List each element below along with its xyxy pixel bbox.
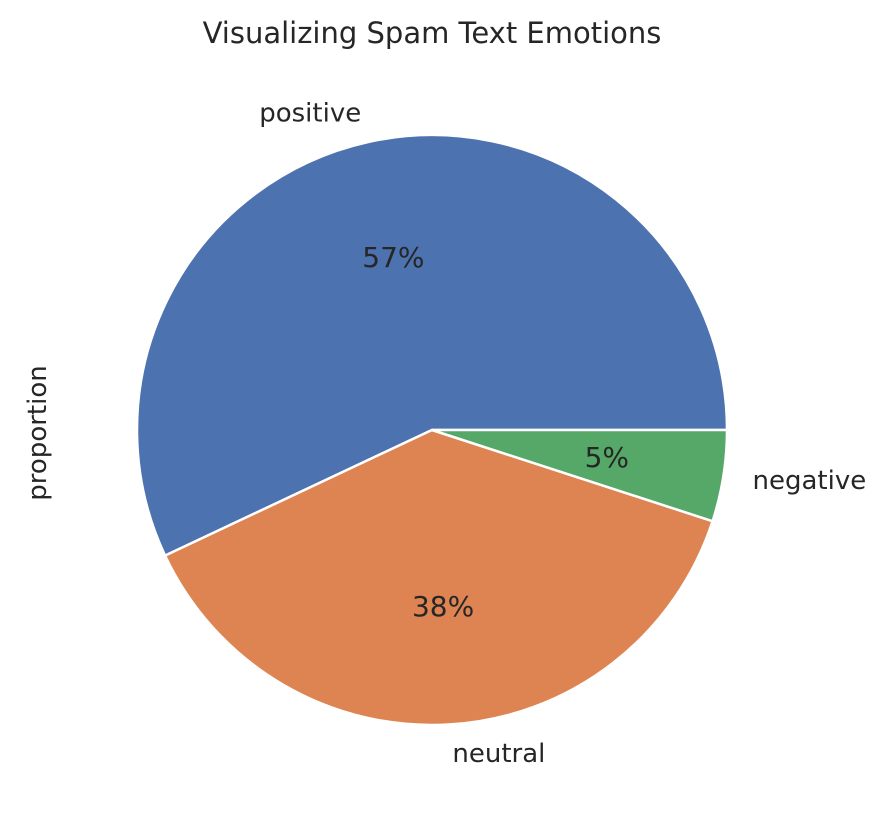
- pie-category-label-negative: negative: [753, 466, 867, 496]
- chart-title: Visualizing Spam Text Emotions: [203, 16, 662, 50]
- pie-labels: 57% positive 38% neutral 5% negative: [259, 98, 866, 769]
- pie-category-label-positive: positive: [259, 98, 361, 128]
- pie-pct-label-negative: 5%: [585, 441, 629, 474]
- pie-slice-neutral: [163, 428, 714, 727]
- pie-slice-positive: [135, 133, 729, 557]
- y-axis-label: proportion: [23, 365, 53, 500]
- pie-slice-negative: [430, 428, 729, 523]
- pie-pct-label-positive: 57%: [362, 241, 424, 274]
- pie-pct-label-neutral: 38%: [412, 590, 474, 623]
- pie-slices: [135, 133, 729, 727]
- pie-category-label-neutral: neutral: [452, 739, 545, 769]
